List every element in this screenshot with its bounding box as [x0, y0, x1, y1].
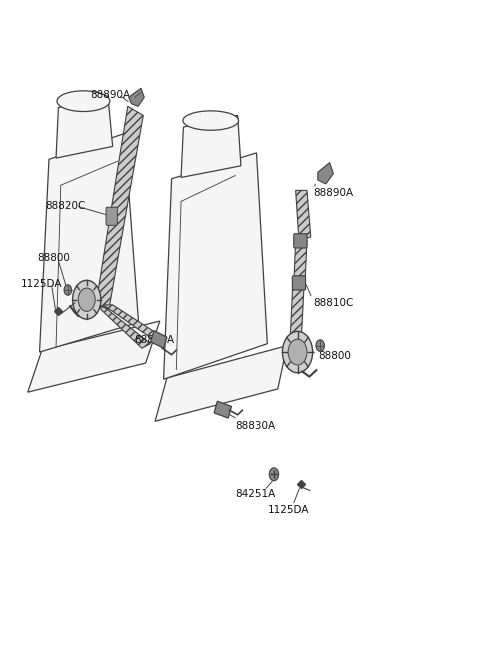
Polygon shape: [39, 134, 139, 352]
Polygon shape: [181, 115, 241, 178]
Polygon shape: [318, 162, 334, 184]
Text: 88810C: 88810C: [313, 298, 353, 308]
Text: 88830A: 88830A: [235, 421, 276, 431]
Circle shape: [269, 468, 279, 481]
Polygon shape: [294, 240, 307, 286]
FancyBboxPatch shape: [292, 276, 306, 290]
Text: 1125DA: 1125DA: [21, 278, 62, 288]
Text: 88800: 88800: [318, 351, 351, 361]
Polygon shape: [28, 321, 160, 392]
Polygon shape: [214, 402, 231, 418]
Polygon shape: [96, 106, 144, 309]
Text: 84251A: 84251A: [235, 489, 276, 499]
Polygon shape: [96, 305, 150, 348]
Circle shape: [316, 340, 324, 352]
Polygon shape: [164, 153, 267, 379]
Polygon shape: [155, 346, 287, 421]
Circle shape: [64, 285, 72, 295]
Polygon shape: [56, 96, 113, 158]
Ellipse shape: [183, 111, 239, 130]
Ellipse shape: [57, 91, 110, 111]
Polygon shape: [150, 331, 167, 348]
Circle shape: [282, 331, 312, 373]
Text: 88800: 88800: [37, 253, 70, 263]
Polygon shape: [296, 191, 311, 240]
Circle shape: [288, 339, 307, 365]
FancyBboxPatch shape: [294, 234, 307, 248]
Text: 88890A: 88890A: [90, 90, 130, 100]
Text: 88890A: 88890A: [313, 188, 353, 198]
Circle shape: [78, 288, 95, 311]
Text: 88820C: 88820C: [46, 201, 86, 211]
Text: 1125DA: 1125DA: [268, 505, 310, 515]
Text: 88840A: 88840A: [134, 335, 174, 345]
FancyBboxPatch shape: [106, 207, 118, 225]
Polygon shape: [290, 284, 304, 343]
Circle shape: [72, 280, 101, 319]
Polygon shape: [129, 88, 144, 106]
Polygon shape: [103, 305, 160, 339]
